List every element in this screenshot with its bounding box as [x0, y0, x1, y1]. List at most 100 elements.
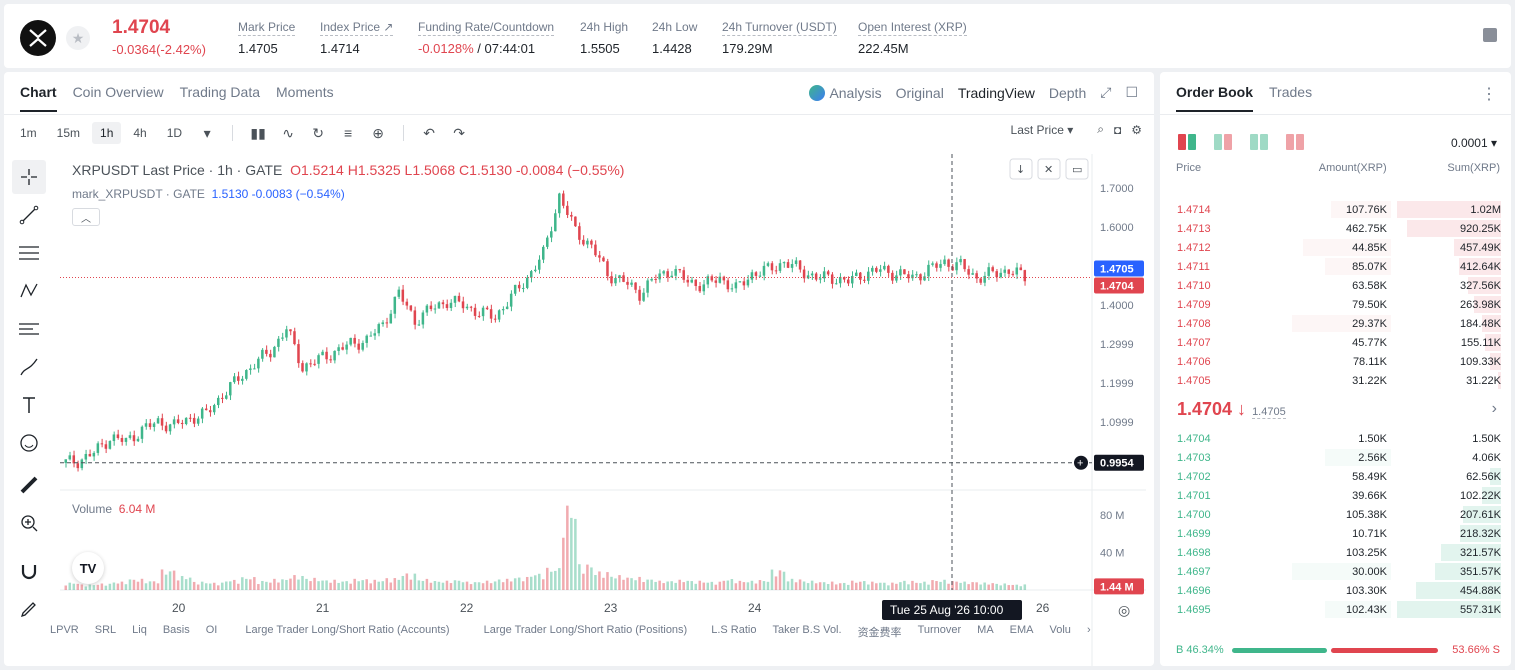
indicator-volume[interactable]: Volu [1049, 624, 1071, 636]
tab-trades[interactable]: Trades [1269, 84, 1313, 100]
stat-label[interactable]: Open Interest (XRP) [858, 20, 967, 36]
ask-row[interactable]: 1.4713 462.75K 920.25K [1160, 219, 1511, 238]
window-icon[interactable]: ☐ [1125, 84, 1138, 100]
candle-type-icon[interactable]: ▮▮ [250, 124, 266, 141]
zoom-in-icon[interactable] [12, 506, 46, 540]
tab-coin-overview[interactable]: Coin Overview [72, 84, 164, 100]
indicator-funding[interactable]: 资金费率 [857, 627, 902, 639]
fib-retracement-icon[interactable] [12, 236, 46, 270]
tab-depth[interactable]: Depth [1048, 84, 1087, 101]
volume-bar [497, 579, 501, 590]
mid-price[interactable]: 1.4704 ↓ 1.4705 [1177, 399, 1286, 420]
bid-row[interactable]: 1.4703 2.56K 4.06K [1160, 448, 1511, 467]
collapse-legend-button[interactable]: ︿ [72, 208, 100, 226]
indicator-ma[interactable]: MA [977, 624, 994, 636]
indicator-lt-accounts[interactable]: Large Trader Long/Short Ratio (Accounts) [245, 624, 450, 636]
bid-row[interactable]: 1.4695 102.43K 557.31K [1160, 600, 1511, 619]
bid-row[interactable]: 1.4699 10.71K 218.32K [1160, 524, 1511, 543]
indicator-srl[interactable]: SRL [94, 624, 117, 636]
bid-row[interactable]: 1.4702 58.49K 62.56K [1160, 467, 1511, 486]
candlestick-chart[interactable]: 1.70001.60001.50001.40001.29991.19991.09… [60, 154, 1146, 666]
indicator-ls-ratio[interactable]: L.S Ratio [711, 624, 757, 636]
timeframe-dropdown-icon[interactable]: ▾ [203, 124, 211, 141]
bid-row[interactable]: 1.4700 105.38K 207.61K [1160, 505, 1511, 524]
indicator-lpvr[interactable]: LPVR [50, 624, 79, 636]
tf-15m[interactable]: 15m [56, 126, 81, 140]
crosshair-icon[interactable] [12, 160, 46, 194]
info-book-icon[interactable] [1483, 28, 1497, 42]
precision-select[interactable]: 0.0001 ▾ [1450, 136, 1497, 150]
ask-row[interactable]: 1.4711 85.07K 412.64K [1160, 257, 1511, 276]
magnet-icon[interactable] [12, 554, 46, 588]
redo-icon[interactable]: ↷ [453, 124, 465, 141]
bid-row[interactable]: 1.4704 1.50K 1.50K [1160, 429, 1511, 448]
view-both-icon[interactable] [1178, 134, 1196, 150]
price-type-select[interactable]: Last Price ▾ [1010, 122, 1074, 137]
text-icon[interactable] [12, 388, 46, 422]
ask-row[interactable]: 1.4710 63.58K 327.56K [1160, 276, 1511, 295]
chevron-right-icon[interactable]: › [1491, 400, 1497, 417]
emoji-icon[interactable] [12, 426, 46, 460]
tab-analysis[interactable]: Analysis [809, 84, 882, 101]
chevron-right-icon[interactable]: › [1086, 624, 1091, 636]
camera-icon[interactable]: ◘ [1113, 122, 1122, 137]
ask-row[interactable]: 1.4708 29.37K 184.48K [1160, 314, 1511, 333]
undo-icon[interactable]: ↶ [423, 124, 435, 141]
ask-row[interactable]: 1.4712 44.85K 457.49K [1160, 238, 1511, 257]
templates-icon[interactable]: ≡ [343, 125, 353, 141]
view-split-icon[interactable] [1214, 134, 1232, 150]
view-bids-icon[interactable] [1250, 134, 1268, 150]
ask-row[interactable]: 1.4705 31.22K 31.22K [1160, 371, 1511, 390]
ask-row[interactable]: 1.4707 45.77K 155.11K [1160, 333, 1511, 352]
replay-icon[interactable]: ↻ [312, 124, 324, 141]
prediction-icon[interactable] [12, 312, 46, 346]
tf-1m[interactable]: 1m [20, 126, 37, 140]
bid-row[interactable]: 1.4698 103.25K 321.57K [1160, 543, 1511, 562]
tab-tradingview[interactable]: TradingView [957, 84, 1035, 101]
tab-order-book[interactable]: Order Book [1176, 84, 1254, 112]
tab-moments[interactable]: Moments [276, 84, 334, 100]
tradingview-logo-icon[interactable]: TV [72, 552, 104, 584]
expand-icon[interactable]: ⤢ [1100, 84, 1112, 100]
tf-1h[interactable]: 1h [92, 122, 122, 144]
add-alert-icon[interactable]: ⊕ [372, 124, 384, 141]
indicator-lt-positions[interactable]: Large Trader Long/Short Ratio (Positions… [483, 624, 688, 636]
bid-row[interactable]: 1.4701 39.66K 102.22K [1160, 486, 1511, 505]
indicator-basis[interactable]: Basis [162, 624, 190, 636]
stat-label[interactable]: Mark Price [238, 20, 296, 36]
stat-label[interactable]: Index Price ↗ [320, 20, 394, 36]
indicator-oi[interactable]: OI [205, 624, 218, 636]
tab-trading-data[interactable]: Trading Data [179, 84, 261, 100]
volume-bar [903, 580, 906, 590]
tf-4h[interactable]: 4h [133, 126, 147, 140]
pattern-icon[interactable] [12, 274, 46, 308]
bottom-icon[interactable] [20, 624, 34, 640]
candle-body [237, 376, 240, 381]
brush-icon[interactable] [12, 350, 46, 384]
search-icon[interactable]: ⌕ [1097, 122, 1104, 136]
indicator-ema[interactable]: EMA [1009, 624, 1034, 636]
ask-row[interactable]: 1.4709 79.50K 263.98K [1160, 295, 1511, 314]
stat-label[interactable]: Funding Rate/Countdown [418, 20, 555, 36]
indicators-icon[interactable]: ∿ [282, 124, 294, 141]
ask-row[interactable]: 1.4706 78.11K 109.33K [1160, 352, 1511, 371]
indicator-taker-vol[interactable]: Taker B.S Vol. [772, 624, 842, 636]
trend-line-icon[interactable] [12, 198, 46, 232]
stat-label[interactable]: 24h Turnover (USDT) [722, 20, 837, 36]
volume-bar [758, 580, 762, 590]
more-icon[interactable]: ⋮ [1481, 86, 1497, 103]
chart-area[interactable]: 1.70001.60001.50001.40001.29991.19991.09… [60, 154, 1146, 666]
bid-row[interactable]: 1.4697 30.00K 351.57K [1160, 562, 1511, 581]
tf-1d[interactable]: 1D [166, 126, 183, 140]
bid-row[interactable]: 1.4696 103.30K 454.88K [1160, 581, 1511, 600]
tab-chart[interactable]: Chart [20, 84, 57, 112]
ruler-icon[interactable] [12, 468, 46, 502]
view-asks-icon[interactable] [1286, 134, 1304, 150]
pencil-lock-icon[interactable] [12, 592, 46, 626]
tab-original[interactable]: Original [895, 84, 944, 101]
indicator-liq[interactable]: Liq [132, 624, 147, 636]
favorite-star-icon[interactable]: ★ [66, 26, 90, 50]
gear-icon[interactable]: ⚙ [1131, 122, 1142, 137]
ask-row[interactable]: 1.4714 107.76K 1.02M [1160, 200, 1511, 219]
indicator-turnover[interactable]: Turnover [917, 624, 962, 636]
